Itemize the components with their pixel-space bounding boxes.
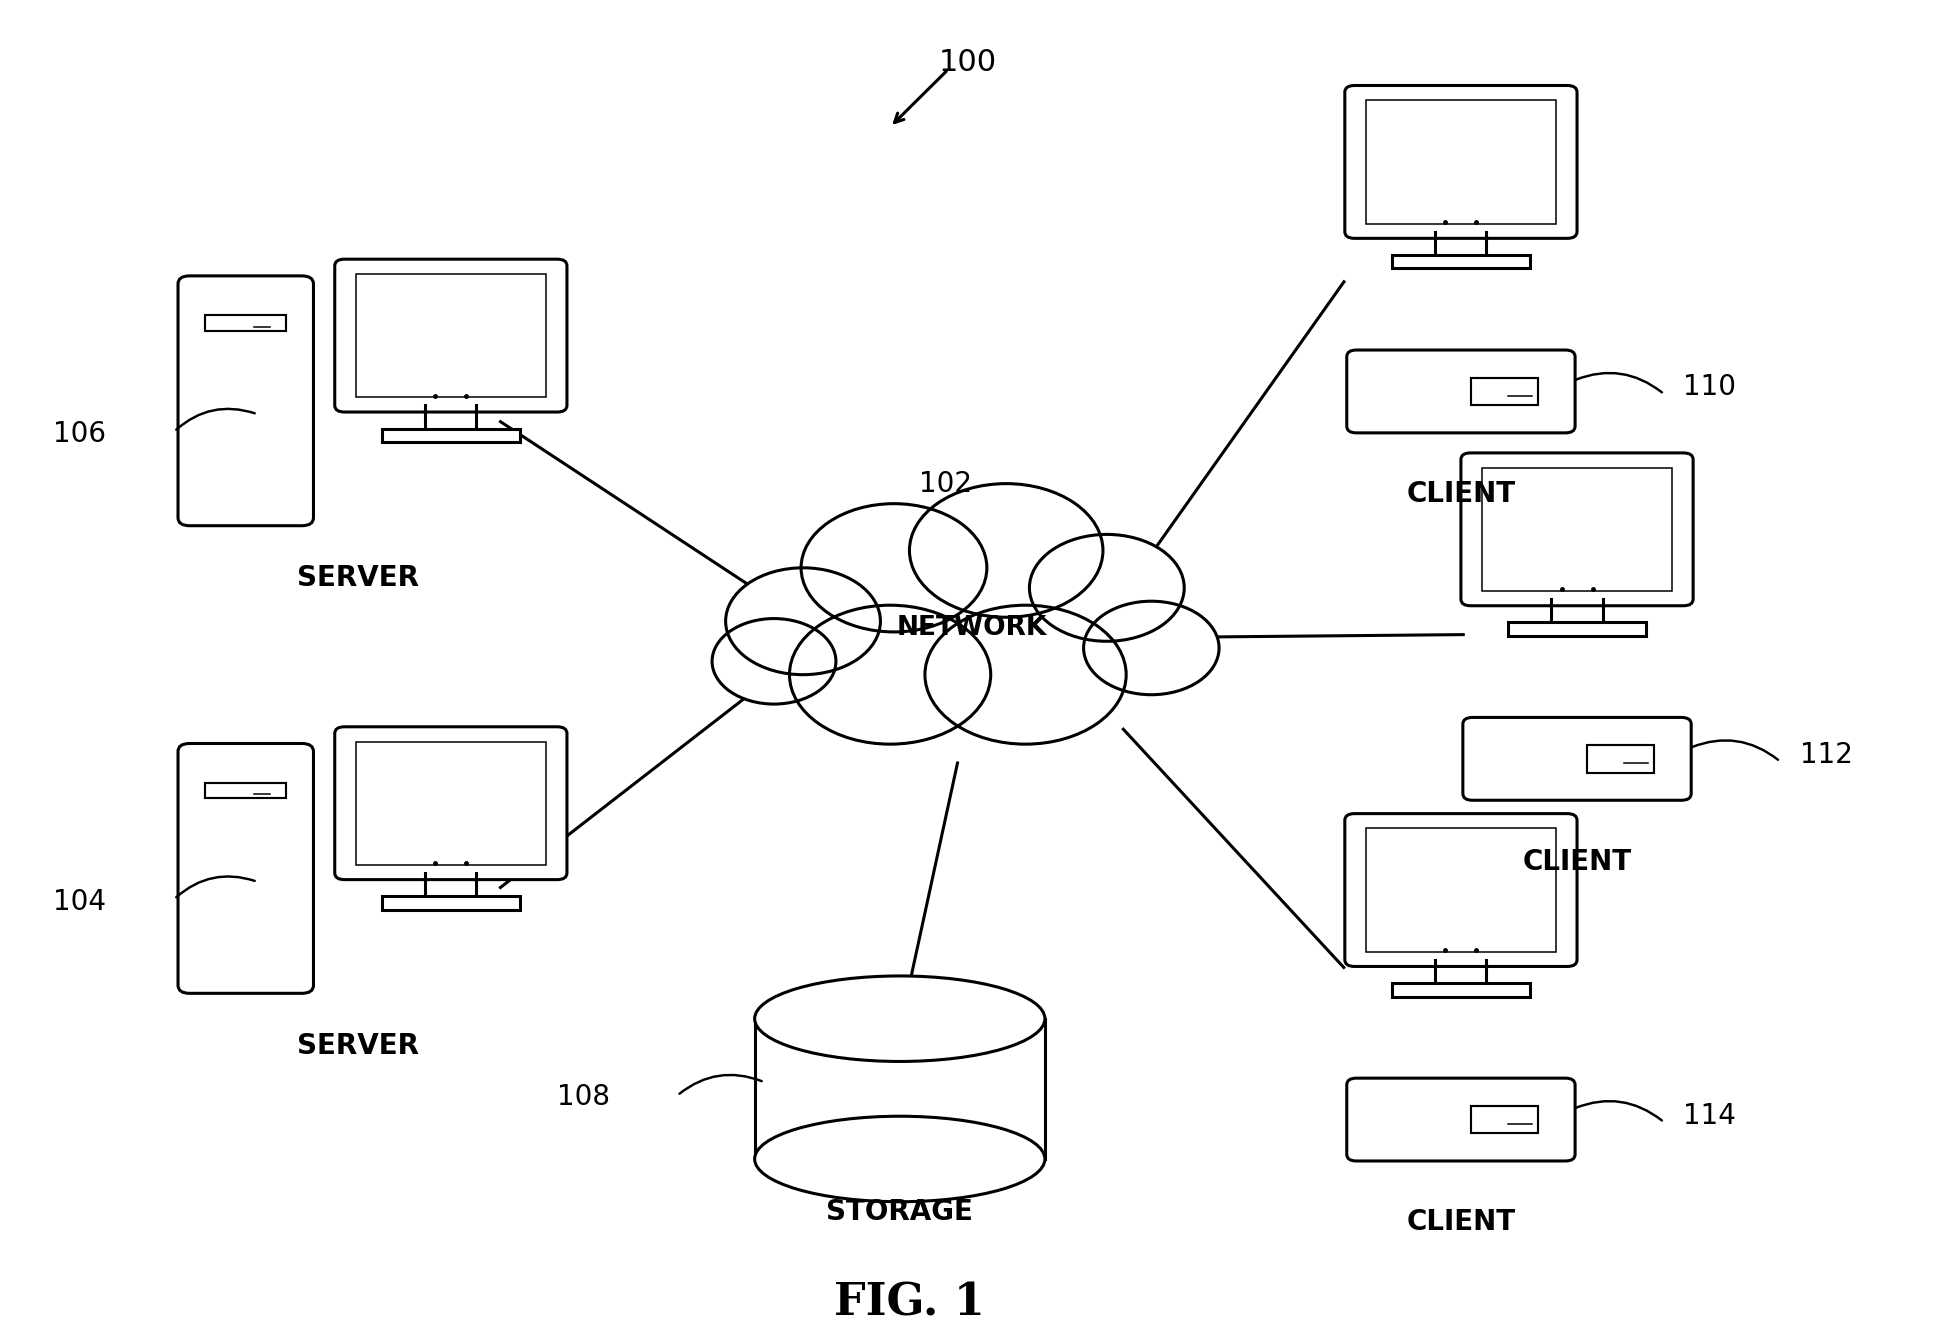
Text: 106: 106 [54,421,106,448]
FancyBboxPatch shape [335,727,567,879]
Polygon shape [755,1018,1045,1158]
Text: 100: 100 [938,48,997,77]
FancyBboxPatch shape [1461,453,1693,605]
Ellipse shape [755,975,1045,1061]
Bar [205,783,286,798]
Bar [1471,378,1538,405]
Text: 108: 108 [557,1083,610,1110]
Text: 102: 102 [919,470,971,497]
Circle shape [1084,601,1219,695]
Text: 112: 112 [1800,741,1852,768]
Circle shape [712,619,836,704]
Text: 104: 104 [54,888,106,915]
Bar [356,741,546,864]
FancyBboxPatch shape [1347,350,1575,433]
Bar [1366,100,1556,223]
Circle shape [1029,534,1184,641]
Bar [1391,983,1531,997]
Bar [1587,745,1654,772]
Bar [1366,828,1556,951]
Bar [356,274,546,397]
FancyBboxPatch shape [178,277,313,526]
Ellipse shape [755,1117,1045,1202]
Text: CLIENT: CLIENT [1523,848,1631,875]
Text: 114: 114 [1683,1102,1736,1129]
Text: NETWORK: NETWORK [896,615,1047,641]
Circle shape [801,504,987,632]
FancyBboxPatch shape [178,743,313,993]
Text: CLIENT: CLIENT [1407,1209,1515,1236]
Text: FIG. 1: FIG. 1 [834,1281,985,1324]
Bar [1507,623,1647,636]
Text: 110: 110 [1683,374,1736,401]
FancyBboxPatch shape [1347,1078,1575,1161]
Bar [205,315,286,331]
Bar [1482,468,1672,591]
Circle shape [789,605,991,744]
Text: SERVER: SERVER [296,1033,420,1059]
Bar [1471,1106,1538,1133]
Bar [381,896,521,910]
Circle shape [925,605,1126,744]
Bar [381,429,521,442]
Text: CLIENT: CLIENT [1407,481,1515,508]
Circle shape [726,568,880,675]
Text: STORAGE: STORAGE [826,1198,973,1225]
FancyBboxPatch shape [335,259,567,411]
Bar [1391,255,1531,269]
FancyBboxPatch shape [1463,717,1691,800]
Text: SERVER: SERVER [296,565,420,592]
FancyBboxPatch shape [1345,814,1577,966]
FancyBboxPatch shape [1345,86,1577,238]
Circle shape [909,484,1103,617]
